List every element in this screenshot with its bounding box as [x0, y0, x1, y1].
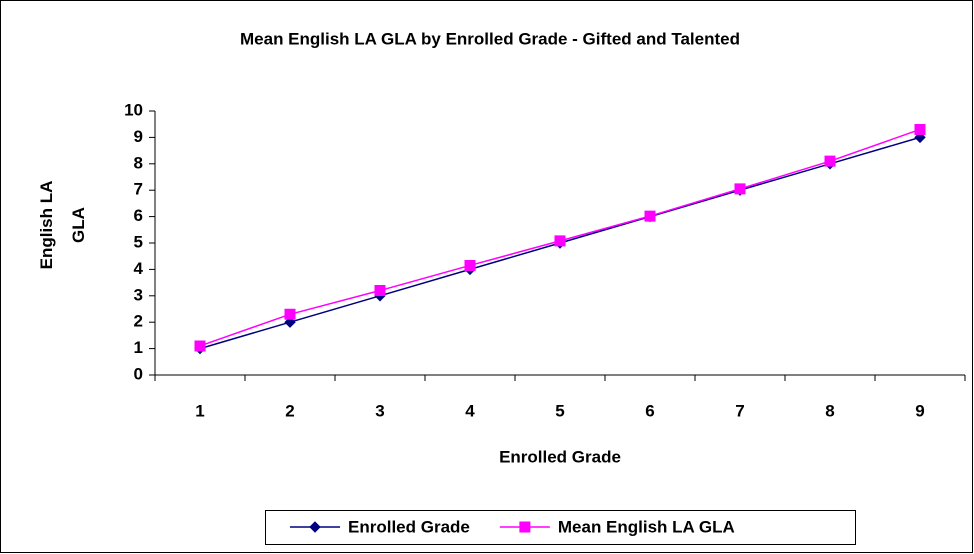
- data-point: [374, 285, 386, 297]
- y-tick-label: 0: [134, 364, 143, 383]
- legend-marker: [519, 521, 531, 533]
- legend-box: [265, 510, 856, 545]
- x-tick-label: 8: [825, 401, 834, 420]
- y-tick-label: 2: [134, 312, 143, 331]
- legend-label: Enrolled Grade: [348, 517, 470, 536]
- legend-marker: [309, 521, 321, 533]
- y-axis-label: English LA GLA: [37, 181, 88, 270]
- x-tick-label: 4: [465, 401, 475, 420]
- x-tick-label: 7: [735, 401, 744, 420]
- y-tick-label: 9: [134, 127, 143, 146]
- y-tick-label: 8: [134, 153, 143, 172]
- data-point: [824, 155, 836, 167]
- x-tick-label: 2: [285, 401, 294, 420]
- y-tick-label: 4: [134, 259, 144, 278]
- y-tick-label: 5: [134, 232, 143, 251]
- x-tick-label: 1: [195, 401, 204, 420]
- data-point: [284, 308, 296, 320]
- x-tick-label: 6: [645, 401, 654, 420]
- chart-title: Mean English LA GLA by Enrolled Grade - …: [240, 29, 740, 48]
- y-tick-label: 3: [134, 285, 143, 304]
- y-tick-label: 6: [134, 206, 143, 225]
- y-tick-label: 7: [134, 180, 143, 199]
- data-point: [554, 235, 566, 247]
- x-tick-label: 5: [555, 401, 564, 420]
- legend-label: Mean English LA GLA: [558, 517, 735, 536]
- data-point: [734, 183, 746, 195]
- y-axis-label-line: GLA: [69, 207, 88, 243]
- data-point: [914, 123, 926, 135]
- x-tick-label: 9: [915, 401, 924, 420]
- x-tick-label: 3: [375, 401, 384, 420]
- data-point: [644, 210, 656, 222]
- y-tick-label: 1: [134, 338, 143, 357]
- data-point: [464, 259, 476, 271]
- y-tick-label: 10: [124, 100, 143, 119]
- x-axis-label: Enrolled Grade: [499, 447, 621, 466]
- y-axis-label-line: English LA: [37, 181, 56, 270]
- data-point: [194, 340, 206, 352]
